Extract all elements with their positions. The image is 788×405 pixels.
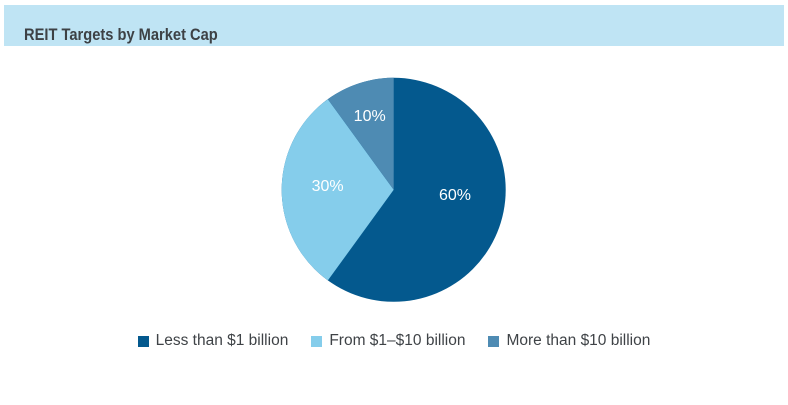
svg-text:10%: 10% [354, 108, 386, 125]
svg-text:60%: 60% [439, 187, 471, 204]
svg-text:30%: 30% [312, 178, 344, 195]
